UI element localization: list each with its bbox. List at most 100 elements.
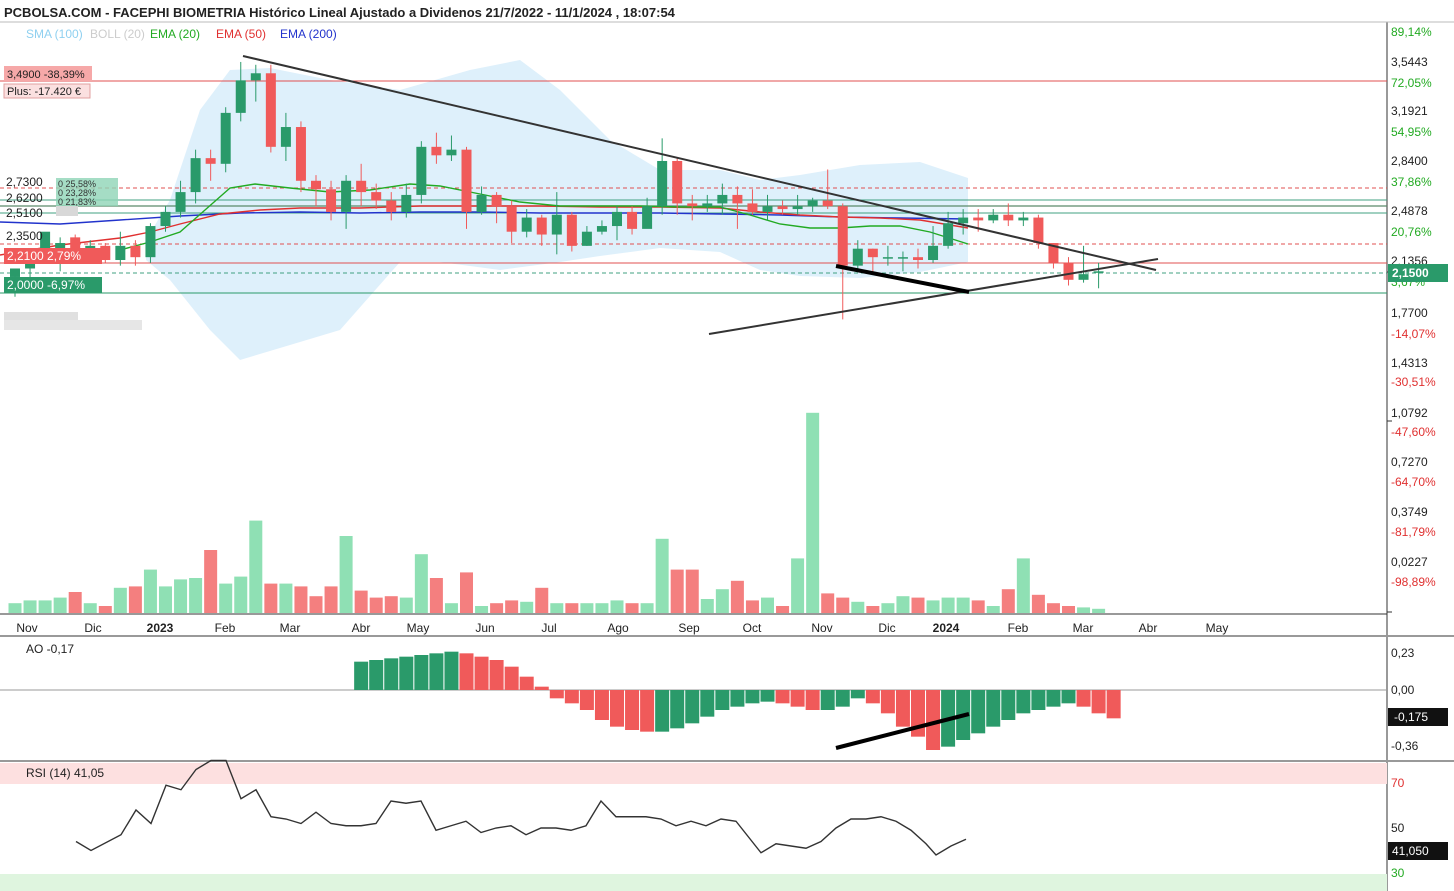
ema-20-line (119, 183, 969, 251)
price-tick-label: 2,8400 (1391, 154, 1428, 168)
ao-bar (1106, 690, 1121, 719)
volume-bar (971, 600, 985, 613)
volume-bar (926, 600, 940, 613)
mini-level-label: 2,6200 (6, 191, 43, 205)
volume-bar (444, 603, 458, 613)
candle-up (10, 268, 20, 277)
candle-up (1093, 271, 1104, 273)
candle-up (190, 158, 201, 193)
plus-box-text: Plus: -17.420 € (7, 86, 81, 98)
volume-bar (550, 603, 564, 613)
x-tick-label: Dic (84, 621, 101, 635)
ao-bar (444, 651, 459, 690)
volume-bar (1046, 603, 1060, 613)
candle-up (928, 245, 939, 260)
ao-tick-label: 0,23 (1391, 646, 1415, 660)
candle-down (100, 245, 111, 260)
ao-bar (534, 686, 549, 690)
x-tick-label: Ago (607, 621, 629, 635)
volume-bar (294, 586, 308, 613)
rsi-overbought-zone (0, 763, 1387, 784)
ao-bar (354, 661, 369, 690)
volume-bar (53, 597, 67, 613)
candle-down (687, 203, 698, 207)
volume-bar (98, 606, 112, 613)
rsi-line: 70 50 30 41,050 (75, 759, 1448, 880)
candle-down (356, 180, 367, 193)
x-tick-label: Mar (1073, 621, 1094, 635)
ao-bar (805, 690, 820, 710)
legend-item: EMA (200) (280, 27, 337, 41)
candle-up (642, 206, 653, 229)
ao-bar (835, 690, 850, 707)
legend-item: BOLL (20) (90, 27, 145, 41)
candle-down (536, 217, 547, 235)
volume-bar (836, 597, 850, 613)
candle-down (672, 160, 683, 204)
pct-tick-label: -64,70% (1391, 475, 1436, 489)
candle-up (476, 194, 487, 212)
volume-bar (595, 603, 609, 613)
volume-bar (38, 600, 52, 613)
rsi-label: RSI (14) 41,05 (26, 766, 104, 780)
volume-bar (143, 569, 157, 613)
volume-bar (68, 592, 82, 613)
volume-bar (730, 580, 744, 613)
ao-bar (1091, 690, 1106, 714)
volume-bar (23, 600, 37, 613)
mini-pct-box (56, 178, 118, 206)
candle-up (702, 203, 713, 207)
x-tick-label: Abr (352, 621, 371, 635)
candle-up (280, 127, 291, 147)
ao-bar (549, 690, 564, 699)
candle-up (958, 217, 969, 224)
volume-bar (640, 603, 654, 613)
volume-bar (309, 596, 323, 613)
level-box-2000 (4, 277, 102, 293)
candle-up (581, 231, 592, 246)
legend-item: EMA (20) (150, 27, 200, 41)
volume-bar (535, 587, 549, 613)
volume-bar (685, 569, 699, 613)
candle-up (145, 226, 156, 258)
ao-bar (459, 653, 474, 690)
mini-level-label: 2,7300 (6, 175, 43, 189)
volume-bar (429, 578, 443, 613)
volume-bar (505, 600, 519, 613)
pct-tick-label: 20,76% (1391, 225, 1432, 239)
pct-tick-label: 72,05% (1391, 76, 1432, 90)
candle-down (265, 73, 276, 147)
grey-block (4, 320, 142, 330)
volume-bar (896, 596, 910, 613)
candle-down (491, 194, 502, 207)
ao-bar (850, 690, 865, 699)
ao-current-box (1388, 708, 1448, 726)
volume-bar (324, 586, 338, 613)
ao-bar (895, 690, 910, 727)
candle-down (747, 203, 758, 212)
volume-bar (204, 550, 218, 613)
trendline-support (708, 258, 1159, 335)
pct-tick-label: -14,07% (1391, 327, 1436, 341)
x-tick-label: May (1206, 621, 1229, 635)
ao-bar (489, 660, 504, 690)
ao-bar (414, 655, 429, 690)
level-box-2210 (4, 248, 102, 264)
volume-bar (821, 593, 835, 613)
candle-up (521, 217, 532, 232)
candle-down (566, 214, 577, 246)
legend-item: SMA (100) (26, 27, 83, 41)
grey-block (4, 312, 78, 320)
ao-bar (745, 690, 760, 704)
x-tick-label: Jun (475, 621, 494, 635)
ao-label: AO -0,17 (26, 642, 74, 656)
price-tick-label: 0,0227 (1391, 555, 1428, 569)
ao-bar (1046, 690, 1061, 707)
volume-bar (8, 603, 22, 613)
ao-bar (429, 653, 444, 690)
mini-level-label: 2,3500 (6, 229, 43, 243)
candle-down (461, 149, 472, 212)
candle-up (175, 192, 186, 212)
volume-bar (1062, 606, 1075, 613)
